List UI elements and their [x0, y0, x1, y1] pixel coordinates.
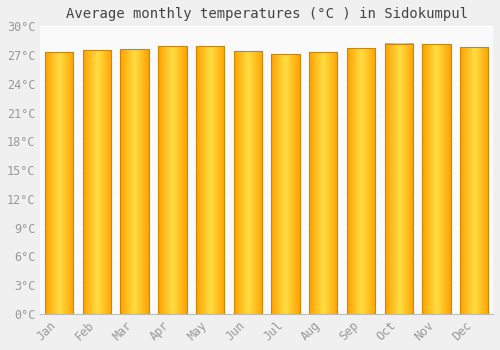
Bar	[158, 47, 186, 314]
Bar	[45, 52, 74, 314]
Bar	[309, 52, 338, 314]
Bar	[347, 48, 375, 314]
Bar	[120, 49, 149, 314]
Bar	[83, 50, 111, 314]
Bar	[272, 54, 299, 314]
Bar	[384, 43, 413, 314]
Bar	[422, 44, 450, 314]
Bar	[234, 51, 262, 314]
Bar	[196, 47, 224, 314]
Title: Average monthly temperatures (°C ) in Sidokumpul: Average monthly temperatures (°C ) in Si…	[66, 7, 468, 21]
Bar	[460, 47, 488, 314]
